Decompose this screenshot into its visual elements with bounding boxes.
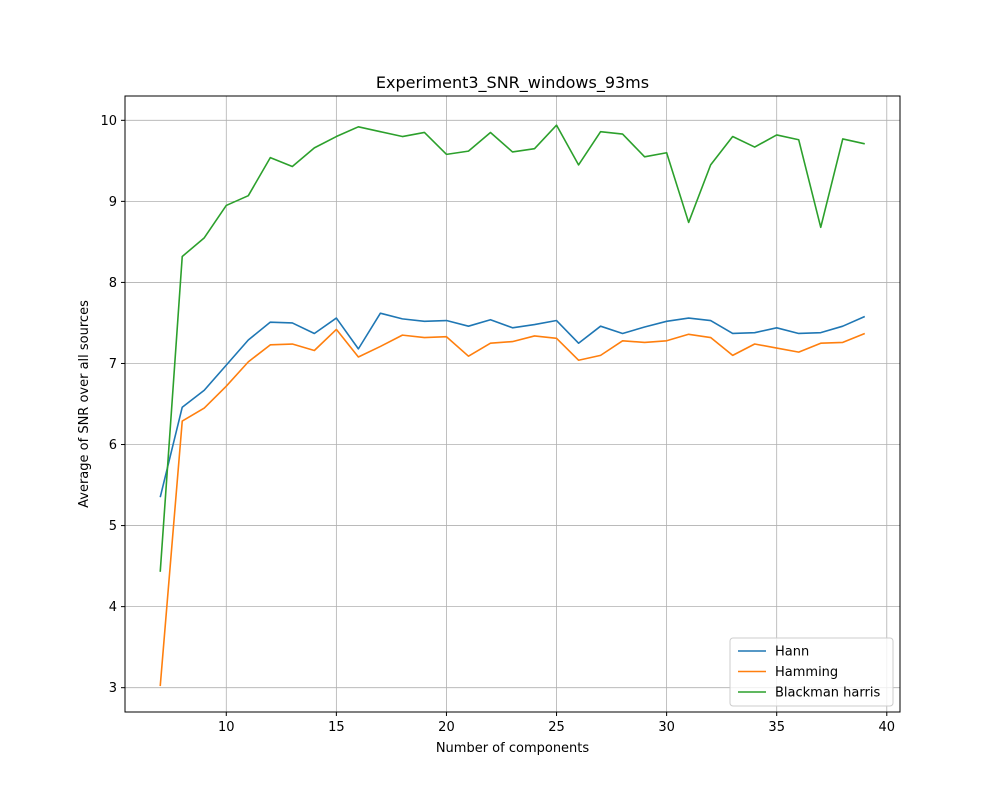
y-tick-label: 6 — [109, 438, 117, 453]
legend-label-hann: Hann — [775, 645, 809, 660]
x-tick-label: 35 — [768, 720, 785, 735]
legend-label-hamming: Hamming — [775, 665, 838, 680]
x-tick-label: 30 — [658, 720, 675, 735]
x-tick-label: 40 — [879, 720, 896, 735]
legend: Hann Hamming Blackman harris — [729, 637, 894, 707]
legend-box — [729, 637, 894, 707]
y-tick-label: 8 — [109, 276, 117, 291]
y-axis-label: Average of SNR over all sources — [77, 300, 92, 508]
series-line-hamming — [159, 328, 866, 687]
y-tick-label: 4 — [109, 600, 117, 615]
plot-frame — [124, 95, 901, 713]
legend-label-blackman-harris: Blackman harris — [775, 686, 880, 701]
x-tick-label: 10 — [218, 720, 235, 735]
series-group — [159, 124, 866, 687]
y-axis-ticks: 3 4 5 6 7 8 9 10 — [100, 114, 125, 696]
grid-lines — [125, 96, 900, 712]
y-tick-label: 7 — [109, 357, 117, 372]
chart-title: Experiment3_SNR_windows_93ms — [376, 73, 649, 93]
y-tick-label: 5 — [109, 519, 117, 534]
y-tick-label: 10 — [100, 114, 117, 129]
series-line-blackman-harris — [159, 124, 865, 572]
x-tick-label: 20 — [438, 720, 455, 735]
x-tick-label: 25 — [548, 720, 565, 735]
y-tick-label: 3 — [109, 681, 117, 696]
x-tick-label: 15 — [328, 720, 345, 735]
x-axis-label: Number of components — [436, 741, 590, 756]
x-axis-ticks: 10 15 20 25 30 35 40 — [218, 712, 895, 735]
y-tick-label: 9 — [109, 195, 117, 210]
series-line-hann — [159, 312, 866, 498]
